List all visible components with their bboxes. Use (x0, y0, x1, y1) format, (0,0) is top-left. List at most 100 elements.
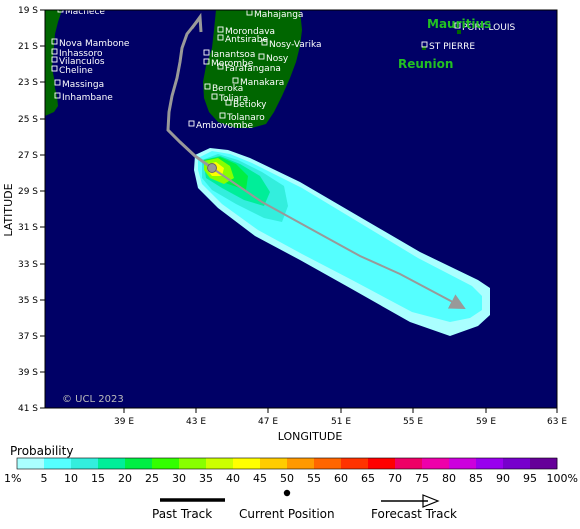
place-marker-icon (217, 26, 224, 33)
place-marker-icon (204, 83, 211, 90)
place-name: Ambovombe (196, 121, 253, 131)
colorbar-swatch (98, 458, 126, 469)
place-label: Morombe (203, 58, 254, 69)
place-label: Tolanaro (219, 112, 265, 123)
place-name: Toliara (218, 94, 248, 104)
x-tick-label: 39 E (114, 417, 134, 427)
place-label: Ambovombe (188, 120, 253, 131)
reunion-island (422, 46, 426, 50)
y-tick-label: 35 S (18, 296, 38, 306)
colorbar-swatch (260, 458, 288, 469)
place-marker-icon (454, 22, 461, 29)
place-name: Ianantsoa (211, 50, 255, 60)
x-axis: 39 E 43 E 47 E 51 E 55 E 59 E 63 E (114, 408, 567, 427)
colorbar-label: 50 (280, 472, 294, 485)
colorbar-label: 20 (118, 472, 132, 485)
current-position-legend-label: Current Position (239, 507, 335, 521)
colorbar-label: 1% (4, 472, 21, 485)
colorbar-swatch (44, 458, 72, 469)
colorbar-frame (16, 457, 558, 470)
place-name: Nova Mambone (59, 39, 130, 49)
place-marker-icon (225, 99, 232, 106)
place-name: Farafangana (225, 64, 281, 74)
past-track-start-arrow-icon (190, 12, 203, 33)
place-label: Beroka (204, 83, 243, 94)
colorbar-swatch (341, 458, 369, 469)
place-marker-icon (51, 56, 58, 63)
place-name: Mahajanga (254, 10, 303, 20)
colorbar-swatch (314, 458, 342, 469)
place-label: Ianantsoa (203, 49, 255, 60)
colorbar-label: 80 (442, 472, 456, 485)
place-name: Morombe (211, 59, 254, 69)
place-marker-icon (211, 93, 218, 100)
place-name: Cheline (59, 66, 93, 76)
place-name: PORT LOUIS (462, 23, 515, 33)
place-label: Nosy (258, 53, 289, 64)
place-marker-icon (258, 53, 265, 60)
place-marker-icon (51, 38, 58, 45)
place-name: ST PIERRE (429, 42, 475, 52)
y-tick-label: 33 S (18, 260, 38, 270)
mauritius-island (457, 30, 461, 34)
y-tick-label: 23 S (18, 78, 38, 88)
colorbar-label: 60 (334, 472, 348, 485)
place-name: Antsirabe (225, 35, 269, 45)
place-name: Machece (65, 7, 105, 17)
colorbar-swatch (368, 458, 396, 469)
place-label: Mahajanga (246, 10, 303, 20)
y-tick-label: 39 S (18, 368, 38, 378)
place-name: Manakara (240, 78, 284, 88)
island-label-reunion: Reunion (398, 57, 453, 71)
colorbar-label: 65 (361, 472, 375, 485)
place-marker-icon (219, 112, 226, 119)
forecast-track-legend-label: Forecast Track (371, 507, 457, 521)
place-marker-icon (203, 49, 210, 56)
place-name: Inhambane (62, 93, 113, 103)
x-axis-title: LONGITUDE (278, 430, 343, 443)
colorbar-label: 10 (64, 472, 78, 485)
place-marker-icon (246, 10, 253, 16)
colorbar-swatch (71, 458, 99, 469)
colorbar-label: 30 (172, 472, 186, 485)
place-name: Vilanculos (59, 57, 105, 67)
y-tick-label: 21 S (18, 42, 38, 52)
colorbar-swatch (17, 458, 45, 469)
colorbar-swatch (233, 458, 261, 469)
colorbar-label: 5 (41, 472, 48, 485)
place-name: Beroka (212, 84, 243, 94)
x-tick-label: 55 E (403, 417, 423, 427)
place-marker-icon (261, 39, 268, 46)
mozambique-landmass (45, 10, 62, 116)
madagascar-landmass (203, 10, 302, 128)
place-name: Betioky (233, 100, 267, 110)
colorbar-label: 90 (496, 472, 510, 485)
place-label: Morondava (217, 26, 275, 37)
colorbar-label: 75 (415, 472, 429, 485)
place-marker-icon (51, 48, 58, 55)
place-name: Inhassoro (59, 49, 103, 59)
place-name: Tolanaro (226, 113, 265, 123)
probability-colorbar (16, 457, 558, 470)
map-legend: Past Track Current Position Forecast Tra… (152, 489, 457, 521)
place-marker-icon (203, 58, 210, 65)
y-tick-label: 25 S (18, 115, 38, 125)
place-name: Nosy-Varika (269, 40, 322, 50)
place-label: Cheline (51, 65, 93, 76)
place-label: PORT LOUIS (454, 22, 515, 33)
x-tick-label: 59 E (476, 417, 496, 427)
map-frame (44, 9, 558, 409)
colorbar-label: 100% (547, 472, 578, 485)
colorbar-swatch (287, 458, 315, 469)
colorbar-label: 35 (199, 472, 213, 485)
place-name: Nosy (266, 54, 289, 64)
place-label: Farafangana (217, 63, 281, 74)
colorbar-swatch (530, 458, 558, 469)
colorbar-label: 45 (253, 472, 267, 485)
island-label-mauritius: Mauritius (427, 17, 491, 31)
place-name: Massinga (62, 80, 104, 90)
colorbar-label: 55 (307, 472, 321, 485)
place-label: Manakara (232, 77, 284, 88)
place-marker-icon (57, 10, 64, 13)
